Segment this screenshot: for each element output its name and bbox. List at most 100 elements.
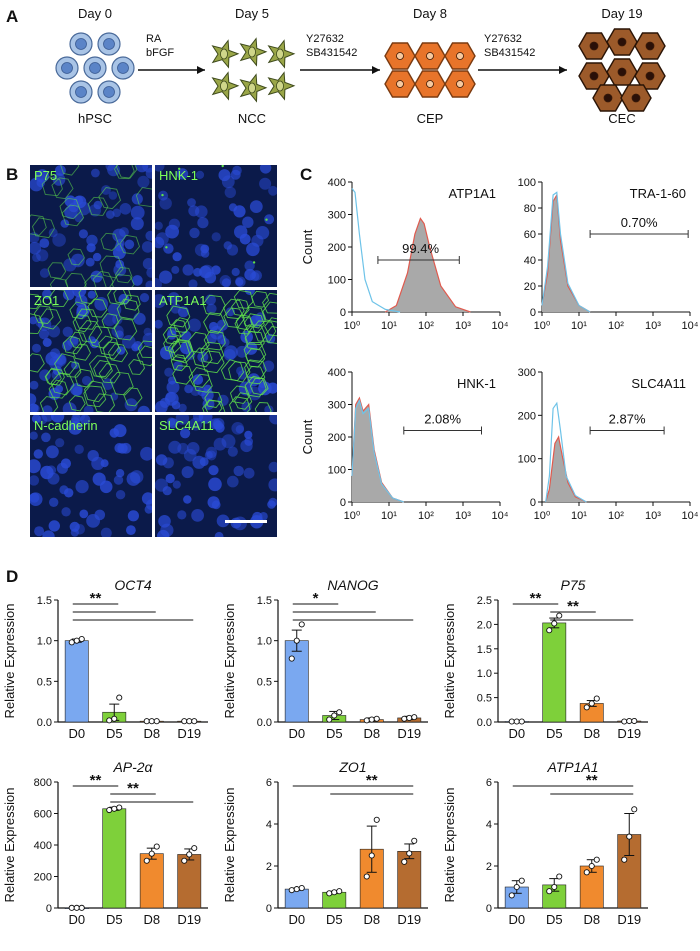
replicate-point <box>363 873 370 880</box>
stage-name-label: NCC <box>238 111 266 126</box>
bar-category-label: D5 <box>106 912 123 927</box>
hist-x-tick-label: 10⁰ <box>534 510 551 522</box>
hist-x-tick-label: 10² <box>608 320 624 332</box>
replicate-point <box>551 883 558 891</box>
bar-category-label: D8 <box>143 912 160 927</box>
bar-chart-title: P75 <box>561 577 586 593</box>
ncc-nucleus <box>220 80 228 92</box>
tile-marker-label: P75 <box>34 168 58 183</box>
bar-y-tick-label: 400 <box>34 840 52 852</box>
bar-category-label: D8 <box>143 726 160 741</box>
hpsc-nucleus <box>75 86 87 98</box>
replicate-point <box>588 700 595 707</box>
panel-a-schematic: A Day 0 hPSC Day 5 NCC Day 8 CEP Day 19 CEC RA b… <box>6 6 666 126</box>
bar-category-label: D19 <box>177 726 201 741</box>
fluorescence-image <box>30 290 152 412</box>
immunostaining-tile: ATP1A1 <box>155 290 277 412</box>
bar-y-tick-label: 2 <box>266 861 272 873</box>
replicate-point <box>546 627 553 634</box>
bar-y-tick-label: 2.5 <box>477 595 492 607</box>
bar-y-tick-label: 4 <box>486 819 492 831</box>
step-factor-line1: RA <box>146 33 162 45</box>
bar-y-tick-label: 6 <box>266 777 272 789</box>
bar-y-tick-label: 1.0 <box>37 636 52 648</box>
bar-y-tick-label: 0 <box>46 903 52 915</box>
ncc-nucleus <box>248 82 256 94</box>
replicate-point <box>631 717 638 725</box>
replicate-point <box>406 714 413 721</box>
replicate-point <box>518 718 525 725</box>
hist-sample-curve <box>545 435 587 503</box>
ncc-nucleus <box>276 48 284 60</box>
panel-d-qpcr-bars: D OCT4 Relative Expression 0.0 0.5 1.0 1.5 D0 D… <box>2 567 648 927</box>
hist-y-tick-label: 400 <box>328 367 346 379</box>
replicate-point <box>588 862 595 870</box>
replicate-point <box>116 804 123 811</box>
replicate-point <box>191 845 198 852</box>
replicate-point <box>401 858 408 865</box>
bar-y-label: Relative Expression <box>222 604 237 719</box>
immunostaining-grid: P75 HNK-1 ZO1 ATP1A1 N-cadherin SLC4A11 <box>30 165 277 540</box>
gate-percent-label: 0.70% <box>621 215 658 230</box>
step-arrow-head <box>559 66 567 74</box>
replicate-point <box>68 639 75 646</box>
replicate-point <box>593 695 600 702</box>
replicate-point <box>406 850 413 857</box>
stage-day-label: Day 19 <box>601 6 642 21</box>
step-factor-line2: bFGF <box>146 47 174 59</box>
cec-nucleus <box>589 71 599 81</box>
hist-y-tick-label: 400 <box>328 177 346 189</box>
cec-nucleus <box>617 67 627 77</box>
replicate-point <box>331 712 338 719</box>
replicate-point <box>513 718 520 725</box>
bar-d5 <box>542 622 567 723</box>
replicate-point <box>621 718 628 725</box>
hist-x-tick-label: 10³ <box>645 510 661 522</box>
bar-y-tick-label: 4 <box>266 819 272 831</box>
replicate-point <box>191 718 198 725</box>
step-factor-line1: Y27632 <box>484 33 522 45</box>
cec-nucleus <box>645 41 655 51</box>
bar-y-label: Relative Expression <box>442 788 457 903</box>
replicate-point <box>411 837 418 844</box>
hist-y-tick-label: 0 <box>340 497 346 509</box>
replicate-point <box>326 890 333 897</box>
significance-marker: ** <box>90 590 102 607</box>
hist-y-tick-label: 200 <box>518 410 536 422</box>
replicate-point <box>556 873 563 880</box>
step-arrow-head <box>372 66 380 74</box>
bar-chart-title: ZO1 <box>338 759 366 775</box>
hist-y-tick-label: 0 <box>530 307 536 319</box>
hist-x-tick-label: 10² <box>418 510 434 522</box>
bar-category-label: D5 <box>546 726 563 741</box>
replicate-point <box>631 806 638 813</box>
replicate-point <box>78 904 85 911</box>
replicate-point <box>368 852 375 859</box>
hist-control-curve <box>351 188 401 313</box>
bar-d0 <box>284 640 309 723</box>
cep-nucleus <box>396 52 404 60</box>
replicate-point <box>293 886 300 893</box>
hist-y-tick-label: 0 <box>340 307 346 319</box>
replicate-point <box>288 655 295 662</box>
hist-y-tick-label: 20 <box>524 281 536 293</box>
bar-y-label: Relative Expression <box>2 604 17 719</box>
fluorescence-image <box>30 165 152 287</box>
bar-y-tick-label: 0 <box>486 903 492 915</box>
cep-nucleus <box>456 52 464 60</box>
bar-d8 <box>139 853 164 909</box>
replicate-point <box>518 877 525 884</box>
replicate-point <box>298 884 305 892</box>
bar-category-label: D19 <box>397 912 421 927</box>
panel-a-letter: A <box>6 7 18 26</box>
hist-y-tick-label: 60 <box>524 229 536 241</box>
bar-y-label: Relative Expression <box>222 788 237 903</box>
hpsc-nucleus <box>103 86 115 98</box>
bar-d19 <box>177 854 202 909</box>
bar-y-tick-label: 600 <box>34 809 52 821</box>
hist-x-tick-label: 10⁴ <box>492 320 509 332</box>
bar-y-label: Relative Expression <box>442 604 457 719</box>
stage-name-label: hPSC <box>78 111 112 126</box>
hist-marker-label: SLC4A11 <box>631 376 686 391</box>
replicate-point <box>106 717 113 724</box>
